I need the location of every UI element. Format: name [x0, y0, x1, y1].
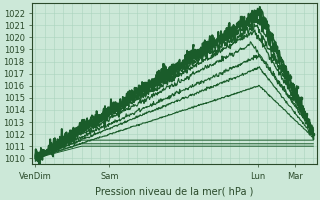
- X-axis label: Pression niveau de la mer( hPa ): Pression niveau de la mer( hPa ): [95, 187, 253, 197]
